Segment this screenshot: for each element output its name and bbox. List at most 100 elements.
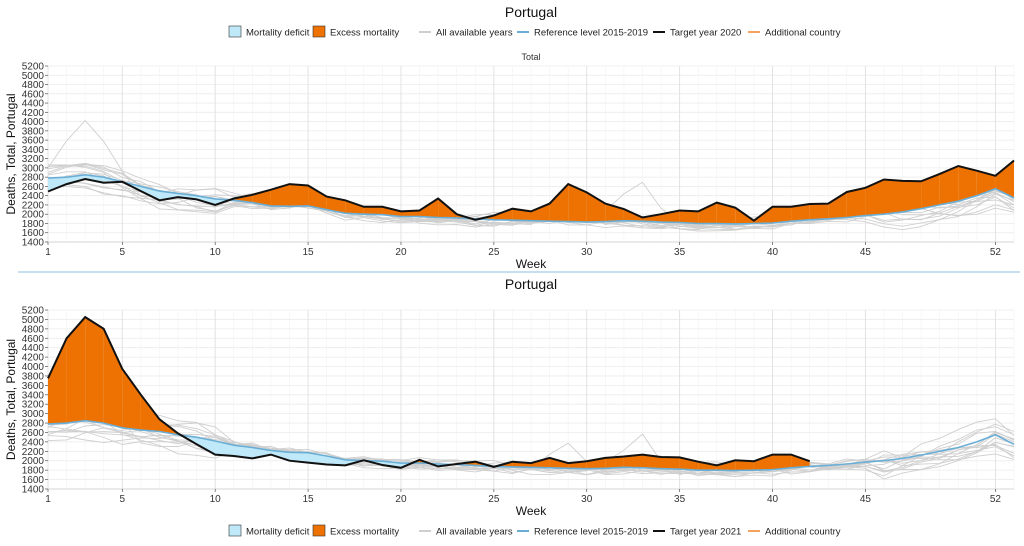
- top-legend: Mortality deficit Excess mortality All ava…: [228, 25, 841, 39]
- legend-key-excess: [312, 524, 326, 537]
- y-tick-label: 3400: [22, 145, 45, 156]
- x-tick-label: 10: [210, 247, 222, 258]
- x-tick-label: 52: [990, 494, 1002, 505]
- y-tick-label: 1400: [22, 485, 45, 496]
- legend-label-all-years: All available years: [436, 28, 513, 39]
- y-tick-label: 1400: [22, 238, 45, 249]
- mortality-deficit-area: [233, 445, 253, 459]
- y-tick-label: 4600: [22, 334, 45, 345]
- x-tick-label: 1: [45, 247, 51, 258]
- y-tick-label: 2400: [22, 191, 45, 202]
- mortality-deficit-area: [326, 456, 346, 466]
- mortality-deficit-area: [48, 177, 67, 192]
- x-tick-label: 5: [120, 494, 126, 505]
- excess-mortality-area: [66, 317, 86, 424]
- x-tick-label: 5: [120, 247, 126, 258]
- legend-label-reference: Reference level 2015-2019: [534, 527, 648, 538]
- legend-label-all-years: All available years: [436, 527, 513, 538]
- panel-2020-title: Portugal: [505, 4, 557, 20]
- excess-mortality-area: [698, 202, 717, 224]
- excess-mortality-area: [48, 338, 67, 424]
- excess-mortality-area: [772, 206, 792, 223]
- x-tick-label: 25: [488, 247, 500, 258]
- excess-mortality-area: [735, 460, 754, 471]
- y-tick-label: 3000: [22, 409, 45, 420]
- y-tick-label: 4400: [22, 343, 45, 354]
- excess-mortality-area: [493, 208, 513, 221]
- legend-label-target: Target year 2021: [670, 527, 741, 538]
- excess-mortality-area: [865, 179, 884, 216]
- excess-mortality-area: [884, 179, 903, 215]
- y-tick-label: 4200: [22, 108, 45, 119]
- x-tick-label: 20: [395, 494, 407, 505]
- x-tick-label: 52: [990, 247, 1002, 258]
- panel-2020-reference-line: [47, 173, 1015, 225]
- excess-mortality-area: [623, 454, 643, 468]
- panel-2020-subtitle: Total: [521, 52, 540, 62]
- y-tick-label: 3400: [22, 390, 45, 401]
- mortality-deficit-area: [196, 437, 216, 455]
- y-tick-label: 2200: [22, 447, 45, 458]
- legend-label-excess: Excess mortality: [330, 527, 399, 538]
- y-tick-label: 5000: [22, 315, 45, 326]
- excess-mortality-area: [921, 173, 940, 209]
- x-tick-label: 15: [303, 494, 315, 505]
- legend-label-additional: Additional country: [765, 28, 841, 39]
- x-tick-label: 35: [674, 494, 686, 505]
- excess-mortality-area: [308, 185, 327, 210]
- panel-2020-grid: [47, 65, 1015, 243]
- y-tick-label: 2000: [22, 456, 45, 467]
- mortality-deficit-area: [289, 452, 309, 463]
- excess-mortality-area: [809, 203, 829, 220]
- excess-mortality-area: [586, 192, 606, 223]
- y-tick-label: 3600: [22, 136, 45, 147]
- panel-2020-panel: PortugalTotal140016001800200022002400260…: [4, 4, 1015, 271]
- legend-key-deficit: [228, 25, 242, 38]
- excess-mortality-area: [103, 328, 123, 428]
- y-tick-label: 4000: [22, 117, 45, 128]
- bottom-legend: Mortality deficit Excess mortality All ava…: [228, 524, 841, 538]
- excess-mortality-area: [698, 461, 717, 471]
- all-years-line: [47, 413, 1015, 477]
- panel-2021-reference-line: [47, 419, 1015, 472]
- x-tick-label: 15: [303, 247, 315, 258]
- y-tick-label: 5200: [22, 62, 45, 73]
- panel-2020-x-axis-title: Week: [516, 257, 547, 271]
- excess-mortality-area: [753, 454, 773, 471]
- excess-mortality-area: [846, 187, 866, 218]
- excess-mortality-area: [976, 170, 996, 196]
- y-tick-label: 2200: [22, 200, 45, 211]
- legend-key-deficit: [228, 524, 242, 537]
- legend-label-deficit: Mortality deficit: [246, 527, 310, 538]
- excess-mortality-area: [661, 457, 680, 470]
- x-tick-label: 1: [45, 494, 51, 505]
- excess-mortality-area: [716, 460, 736, 471]
- panel-2021-fills: [48, 317, 810, 471]
- excess-mortality-area: [679, 210, 699, 224]
- y-tick-label: 4200: [22, 353, 45, 364]
- y-tick-label: 5000: [22, 71, 45, 82]
- y-tick-label: 3800: [22, 126, 45, 137]
- y-tick-label: 1800: [22, 466, 45, 477]
- y-tick-label: 4000: [22, 362, 45, 373]
- x-tick-label: 25: [488, 494, 500, 505]
- y-tick-label: 3600: [22, 381, 45, 392]
- panel-2021-x-axis-title: Week: [516, 504, 547, 518]
- panel-2020-fills: [48, 160, 1014, 224]
- legend-label-deficit: Mortality deficit: [246, 28, 310, 39]
- legend-label-excess: Excess mortality: [330, 28, 399, 39]
- all-years-line: [47, 411, 1015, 475]
- excess-mortality-area: [902, 180, 922, 212]
- x-tick-label: 40: [767, 494, 779, 505]
- y-tick-label: 2400: [22, 437, 45, 448]
- y-tick-label: 1600: [22, 228, 45, 239]
- excess-mortality-area: [531, 457, 550, 468]
- x-tick-label: 20: [395, 247, 407, 258]
- excess-mortality-area: [140, 394, 160, 432]
- y-tick-label: 3200: [22, 400, 45, 411]
- x-tick-label: 45: [860, 494, 872, 505]
- panel-2021-title: Portugal: [505, 276, 557, 292]
- excess-mortality-area: [828, 192, 847, 219]
